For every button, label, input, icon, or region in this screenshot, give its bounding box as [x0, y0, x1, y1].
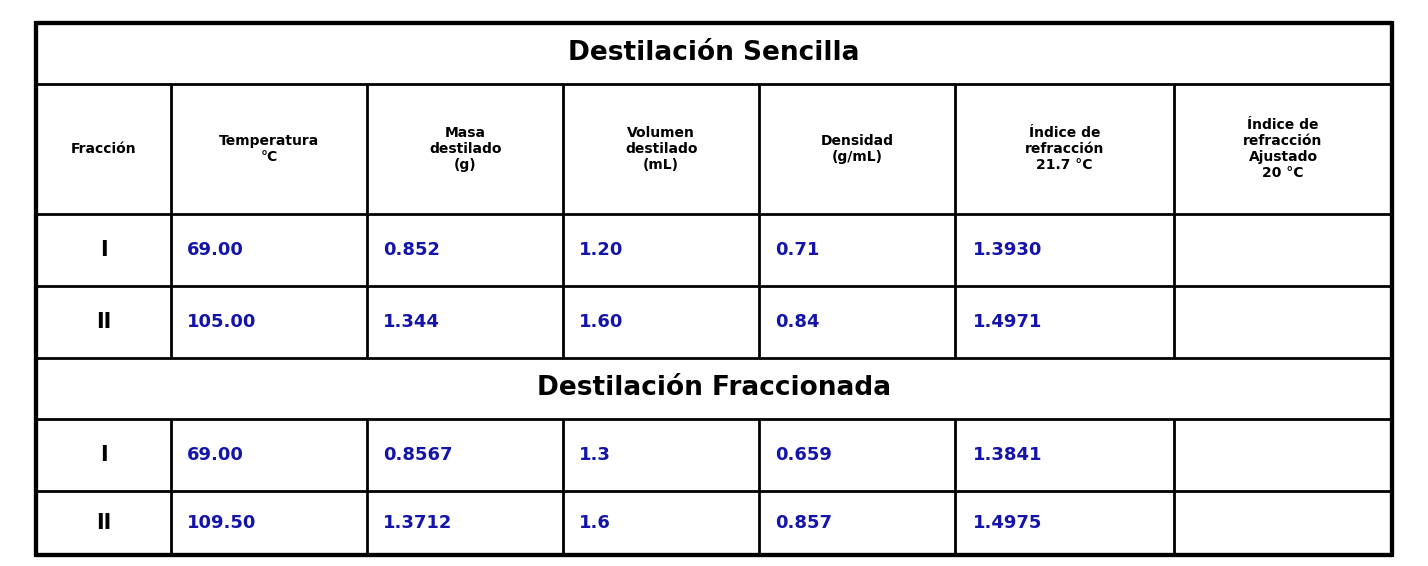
Text: 0.659: 0.659 [775, 446, 831, 464]
Text: I: I [100, 445, 107, 465]
Text: 1.60: 1.60 [578, 313, 623, 331]
Text: 1.3930: 1.3930 [972, 241, 1042, 259]
Text: 0.852: 0.852 [383, 241, 440, 259]
Text: 1.4971: 1.4971 [972, 313, 1042, 331]
Text: Volumen
destilado
(mL): Volumen destilado (mL) [625, 126, 697, 172]
Text: 1.3712: 1.3712 [383, 514, 453, 532]
Text: Índice de
refracción
21.7 °C: Índice de refracción 21.7 °C [1025, 126, 1104, 172]
Text: 1.344: 1.344 [383, 313, 440, 331]
Text: 1.3841: 1.3841 [972, 446, 1042, 464]
Text: 1.3: 1.3 [578, 446, 611, 464]
Text: 69.00: 69.00 [187, 241, 244, 259]
Text: 0.8567: 0.8567 [383, 446, 453, 464]
Text: 0.857: 0.857 [775, 514, 833, 532]
Text: 1.6: 1.6 [578, 514, 611, 532]
Text: 0.84: 0.84 [775, 313, 820, 331]
Text: II: II [96, 312, 111, 332]
Text: Destilación Fraccionada: Destilación Fraccionada [537, 375, 891, 401]
Text: 109.50: 109.50 [187, 514, 257, 532]
Text: Índice de
refracción
Ajustado
20 °C: Índice de refracción Ajustado 20 °C [1244, 118, 1322, 181]
Text: Masa
destilado
(g): Masa destilado (g) [428, 126, 501, 172]
Text: 105.00: 105.00 [187, 313, 257, 331]
Text: Temperatura
°C: Temperatura °C [220, 134, 320, 164]
Text: Fracción: Fracción [71, 142, 136, 156]
Text: 0.71: 0.71 [775, 241, 820, 259]
Text: I: I [100, 240, 107, 260]
Text: II: II [96, 513, 111, 533]
Text: Destilación Sencilla: Destilación Sencilla [568, 40, 860, 66]
Text: Densidad
(g/mL): Densidad (g/mL) [821, 134, 894, 164]
Text: 1.20: 1.20 [578, 241, 623, 259]
Text: 69.00: 69.00 [187, 446, 244, 464]
Text: 1.4975: 1.4975 [972, 514, 1042, 532]
